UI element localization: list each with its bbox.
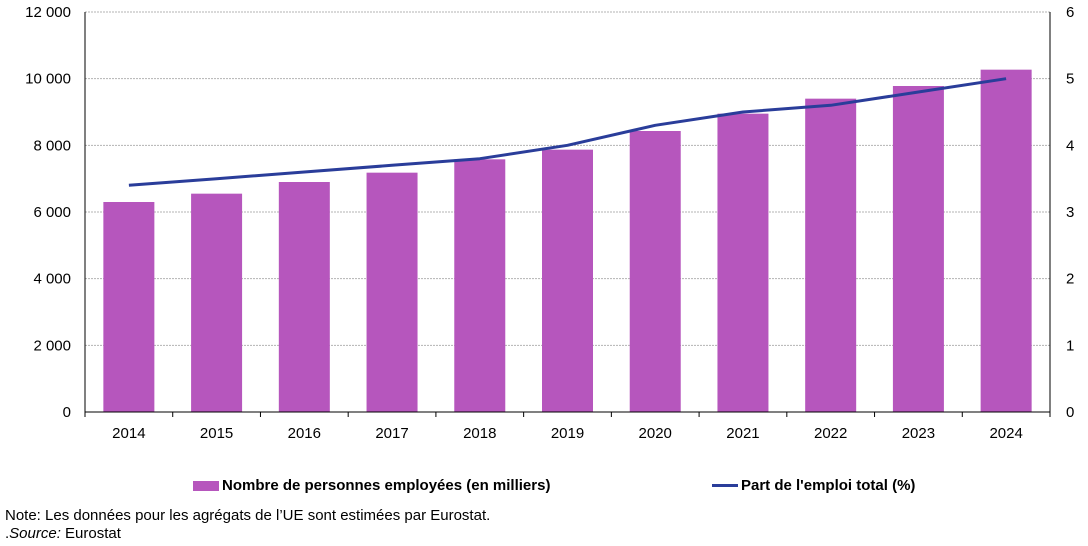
bar-2020 [629, 131, 681, 412]
chart-note: Note: Les données pour les agrégats de l… [5, 507, 491, 524]
x-tick-label-2023: 2023 [902, 425, 935, 442]
x-tick-label-2018: 2018 [463, 425, 496, 442]
legend-swatch-bar [193, 480, 219, 491]
bar-2018 [454, 159, 506, 412]
y-left-tick-label: 8 000 [33, 137, 71, 154]
y-right-tick-label: 0 [1066, 404, 1074, 421]
y-left-tick-label: 12 000 [25, 4, 71, 21]
y-left-tick-label: 2 000 [33, 337, 71, 354]
combo-chart: 0 2 000 4 000 6 000 8 000 10 000 12 000 0 1 2 3 4 5 6… [25, 4, 1074, 442]
bar-2019 [542, 149, 593, 412]
y-right-tick-label: 3 [1066, 204, 1074, 221]
y-right-tick-label: 6 [1066, 4, 1074, 21]
bar-2022 [805, 98, 857, 413]
bar-2024 [980, 69, 1032, 413]
bar-2023 [892, 86, 944, 412]
x-tick-label-2020: 2020 [639, 425, 672, 442]
x-tick-label-2024: 2024 [989, 425, 1022, 442]
legend-item-bars: Nombre de personnes employées (en millie… [193, 477, 550, 494]
bar-2015 [191, 193, 243, 412]
x-tick-label-2017: 2017 [375, 425, 408, 442]
bar-2014 [103, 202, 155, 412]
x-tick-label-2014: 2014 [112, 425, 145, 442]
source-value: Eurostat [60, 525, 121, 542]
legend-swatch-line [712, 484, 738, 487]
x-tick-label-2016: 2016 [288, 425, 321, 442]
x-tick-label-2022: 2022 [814, 425, 847, 442]
source-label: Source: [9, 525, 61, 542]
y-right-tick-label: 5 [1066, 71, 1074, 88]
bar-2016 [278, 182, 330, 412]
source-prefix: . [5, 525, 10, 542]
line-series-share [128, 77, 1007, 187]
legend-label-bars: Nombre de personnes employées (en millie… [222, 477, 551, 494]
x-tick-label-2021: 2021 [726, 425, 759, 442]
y-right-tick-label: 2 [1066, 271, 1074, 288]
x-tick-label-2015: 2015 [200, 425, 233, 442]
y-right-tick-label: 4 [1066, 137, 1074, 154]
y-left-tick-label: 6 000 [33, 204, 71, 221]
y-left-tick-label: 10 000 [25, 71, 71, 88]
y-left-tick-label: 0 [63, 404, 71, 421]
y-right-tick-label: 1 [1066, 337, 1074, 354]
legend-label-line: Part de l'emploi total (%) [741, 477, 916, 494]
bar-2021 [717, 113, 769, 413]
bar-2017 [366, 172, 418, 412]
chart-source: .Source: Eurostat [5, 525, 121, 542]
x-tick-label-2019: 2019 [551, 425, 584, 442]
y-left-tick-label: 4 000 [33, 271, 71, 288]
legend-item-line: Part de l'emploi total (%) [712, 477, 915, 494]
